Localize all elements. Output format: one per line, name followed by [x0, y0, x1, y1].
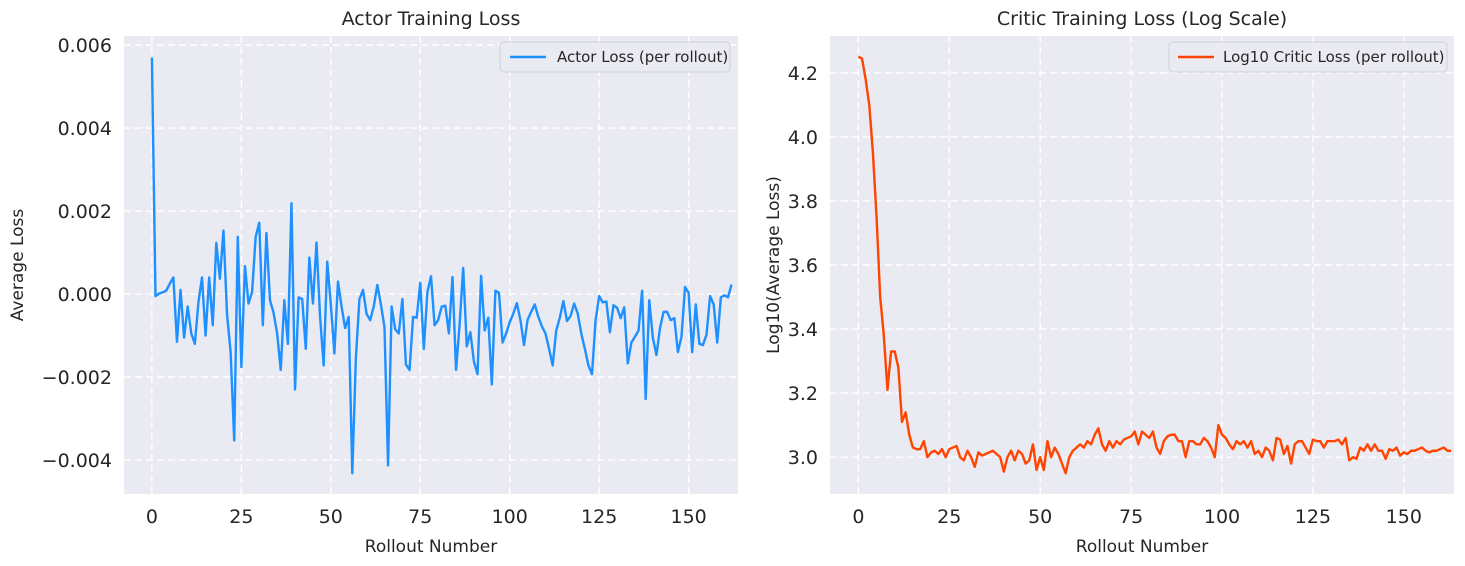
actor-ticks: 0 25 50 75 100 125 150 −0.004 −0.002 0.000 0.002 0.… — [42, 35, 707, 528]
critic-x-tick-label: 0 — [852, 506, 864, 528]
critic-loss-chart: 0 25 50 75 100 125 150 3.0 3.2 3.4 3.6 3.8 4.0 4.2 Cr… — [764, 8, 1454, 557]
actor-x-tick-label: 0 — [146, 506, 158, 528]
actor-y-tick-label: 0.002 — [58, 201, 112, 223]
actor-x-tick-label: 150 — [670, 506, 706, 528]
actor-plot-area — [124, 36, 738, 494]
critic-y-tick-label: 3.8 — [788, 191, 818, 213]
actor-legend-box — [499, 41, 731, 73]
critic-x-axis-label: Rollout Number — [1076, 537, 1208, 557]
actor-x-tick-label: 125 — [581, 506, 617, 528]
critic-y-tick-label: 3.0 — [788, 447, 818, 469]
critic-x-tick-label: 100 — [1204, 506, 1240, 528]
actor-x-tick-label: 75 — [408, 506, 432, 528]
critic-y-tick-label: 3.2 — [788, 383, 818, 405]
critic-ticks: 0 25 50 75 100 125 150 3.0 3.2 3.4 3.6 3.8 4.0 4.2 — [788, 63, 1422, 528]
critic-x-tick-label: 75 — [1119, 506, 1143, 528]
actor-x-tick-label: 50 — [319, 506, 343, 528]
critic-x-tick-label: 125 — [1295, 506, 1331, 528]
critic-legend: Log10 Critic Loss (per rollout) — [1168, 41, 1448, 73]
actor-y-tick-label: −0.002 — [42, 367, 112, 389]
actor-y-tick-label: 0.006 — [58, 35, 112, 57]
actor-loss-chart: 0 25 50 75 100 125 150 −0.004 −0.002 0.000 0.002 0.… — [8, 8, 738, 557]
critic-y-tick-label: 3.6 — [788, 255, 818, 277]
actor-chart-title: Actor Training Loss — [342, 8, 521, 30]
actor-x-axis-label: Rollout Number — [365, 537, 497, 557]
critic-x-tick-label: 150 — [1386, 506, 1422, 528]
critic-x-tick-label: 50 — [1028, 506, 1052, 528]
critic-y-tick-label: 4.0 — [788, 127, 818, 149]
critic-y-tick-label: 3.4 — [788, 319, 818, 341]
critic-y-tick-label: 4.2 — [788, 63, 818, 85]
actor-legend-label: Actor Loss (per rollout) — [557, 48, 728, 66]
critic-legend-label: Log10 Critic Loss (per rollout) — [1223, 48, 1445, 66]
actor-x-tick-label: 100 — [492, 506, 528, 528]
critic-grid — [830, 36, 1454, 494]
actor-loss-line — [150, 57, 733, 475]
critic-legend-box — [1168, 41, 1448, 73]
actor-x-tick-label: 25 — [229, 506, 253, 528]
critic-loss-line — [857, 55, 1452, 475]
actor-legend: Actor Loss (per rollout) — [499, 41, 731, 73]
critic-chart-title: Critic Training Loss (Log Scale) — [997, 8, 1287, 30]
actor-y-tick-label: 0.000 — [58, 284, 112, 306]
actor-y-axis-label: Average Loss — [8, 209, 28, 322]
actor-y-tick-label: 0.004 — [58, 118, 112, 140]
critic-x-tick-label: 25 — [937, 506, 961, 528]
critic-y-axis-label: Log10(Average Loss) — [764, 176, 784, 354]
actor-y-tick-label: −0.004 — [42, 450, 112, 472]
